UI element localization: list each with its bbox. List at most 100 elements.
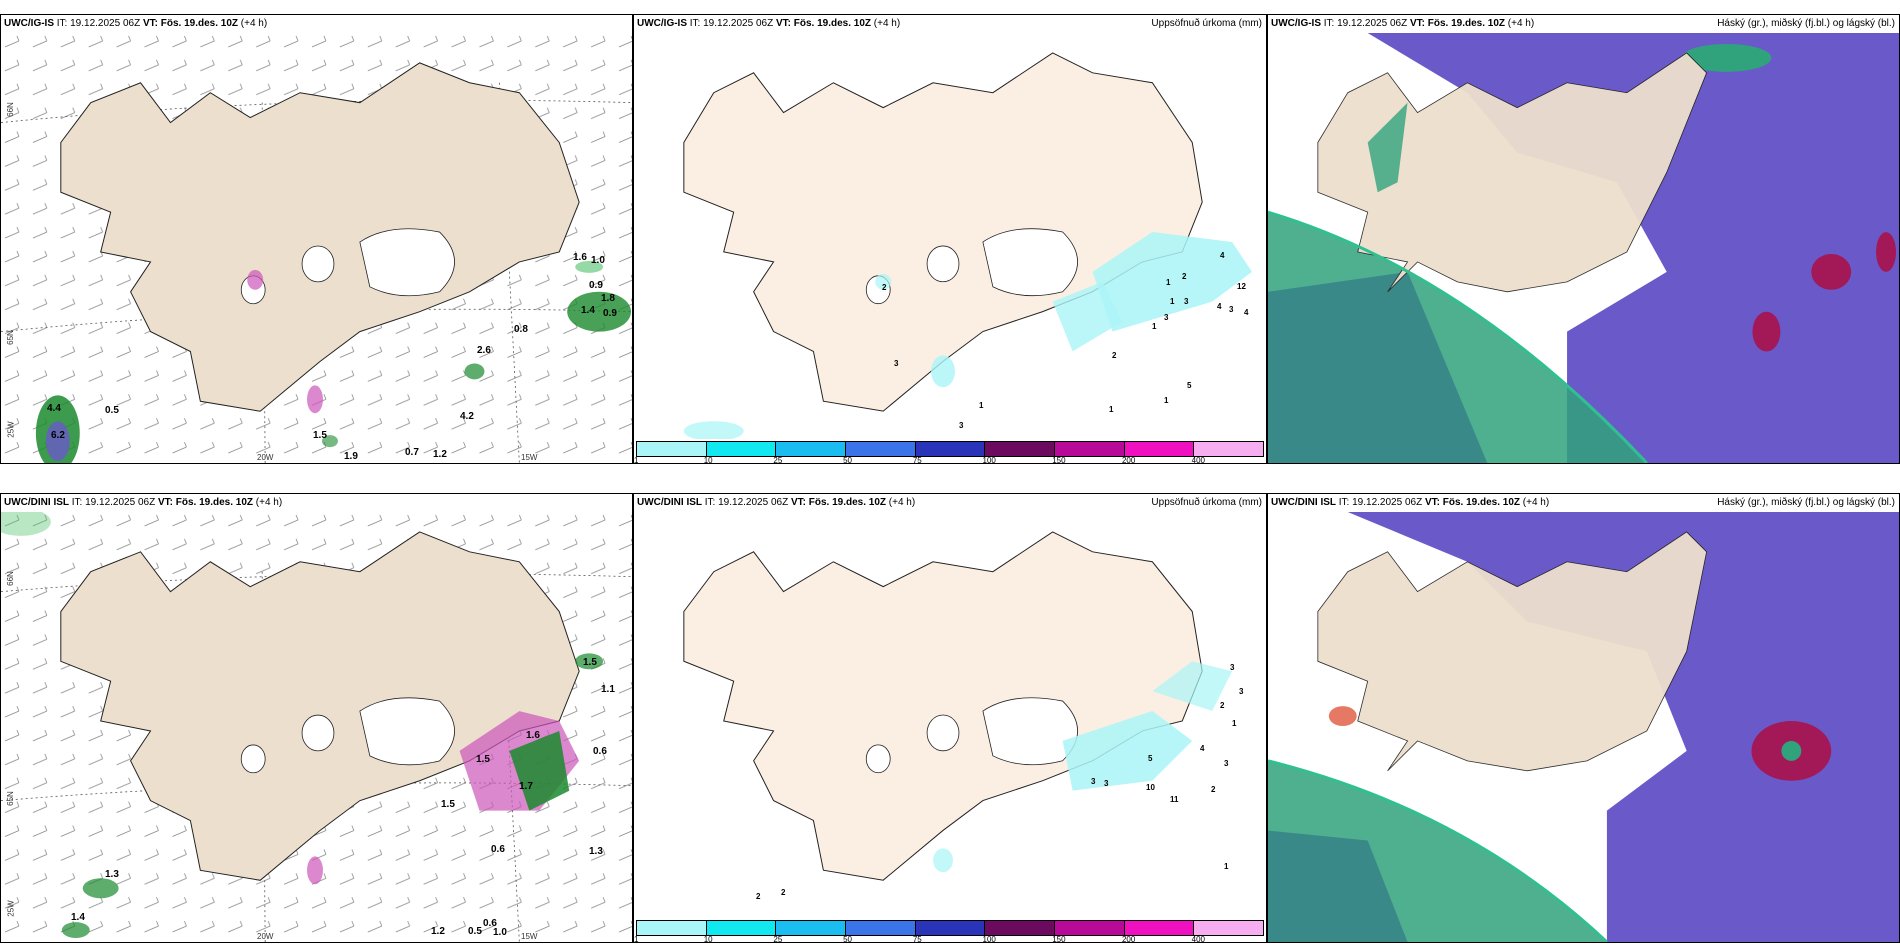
legend-tick: 100 xyxy=(982,456,996,464)
wind-value: 0.6 xyxy=(491,844,505,855)
precip-value: 1 xyxy=(1232,719,1237,728)
legend-cell xyxy=(1194,921,1264,935)
cloud-title: Háský (gr.), miðský (fj.bl.) og lágský (… xyxy=(1717,497,1895,508)
lon-label-20w: 20W xyxy=(257,932,274,941)
precip-value: 4 xyxy=(1217,302,1222,311)
cloud-map xyxy=(1268,512,1899,942)
legend-tick: 150 xyxy=(1052,935,1066,943)
precip-value: 2 xyxy=(781,888,786,897)
wind-map xyxy=(1,33,632,463)
legend-tick: 25 xyxy=(773,935,783,943)
precip-value: 4 xyxy=(1220,251,1225,260)
legend-cell xyxy=(637,921,707,935)
legend-cell xyxy=(776,921,847,935)
legend-tick: 150 xyxy=(1052,456,1066,464)
wind-value: 1.4 xyxy=(581,305,595,316)
wind-value: 1.5 xyxy=(476,754,490,765)
legend-tick: 400 xyxy=(1191,935,1206,943)
precip-value: 4 xyxy=(1200,744,1205,753)
precip-value: 1 xyxy=(1109,405,1114,414)
wind-value: 0.5 xyxy=(468,926,482,937)
precip-value: 1 xyxy=(1164,396,1169,405)
wind-value: 1.4 xyxy=(71,912,85,923)
precip-title: Uppsöfnuð úrkoma (mm) xyxy=(1151,497,1262,508)
legend-cell xyxy=(846,921,916,935)
legend-tick: 400 xyxy=(1191,456,1206,464)
wind-value: 0.6 xyxy=(593,746,607,757)
legend-cell xyxy=(915,921,986,935)
wind-value: 0.5 xyxy=(105,405,119,416)
panel-header: UWC/DINI ISL IT: 19.12.2025 06Z VT: Fös.… xyxy=(637,497,916,508)
lon-label-15w: 15W xyxy=(521,453,538,462)
wind-value: 1.0 xyxy=(493,927,507,938)
panel-precip-row2: UWC/DINI ISL IT: 19.12.2025 06Z VT: Fös.… xyxy=(633,493,1267,943)
wind-value: 1.3 xyxy=(589,846,603,857)
wind-value: 0.9 xyxy=(589,280,603,291)
lat-label-66n: 66N xyxy=(5,102,15,117)
precip-legend: 1 10 25 50 75 100 150 200 400 xyxy=(634,920,1266,942)
iceland-land xyxy=(60,62,580,412)
precip-value: 3 xyxy=(894,359,899,368)
legend-tick: 200 xyxy=(1121,456,1136,464)
precip-value: 2 xyxy=(882,283,887,292)
legend-cell xyxy=(1124,921,1195,935)
legend-cell xyxy=(1124,442,1195,456)
panel-cloud-row2: UWC/DINI ISL IT: 19.12.2025 06Z VT: Fös.… xyxy=(1267,493,1900,943)
precip-value: 1 xyxy=(1166,278,1171,287)
panel-header: UWC/IG-IS IT: 19.12.2025 06Z VT: Fös. 19… xyxy=(4,18,268,29)
legend-tick: 10 xyxy=(703,935,713,943)
precip-map xyxy=(634,33,1266,439)
precip-value: 2 xyxy=(1112,351,1117,360)
legend-cell xyxy=(1194,442,1264,456)
wind-value: 2.6 xyxy=(477,345,491,356)
wind-value: 4.4 xyxy=(47,403,61,414)
legend-tick: 25 xyxy=(773,456,783,464)
precip-value: 5 xyxy=(1187,381,1192,390)
wind-value: 1.5 xyxy=(441,799,455,810)
wind-value: 0.8 xyxy=(514,324,528,335)
lon-label-25w: 25W xyxy=(6,421,16,438)
panel-wind-row2: UWC/DINI ISL IT: 19.12.2025 06Z VT: Fös.… xyxy=(0,493,633,943)
precip-value: 2 xyxy=(1182,272,1187,281)
wind-value: 0.6 xyxy=(483,918,497,929)
legend-tick: 200 xyxy=(1121,935,1136,943)
legend-tick: 1 xyxy=(634,935,639,943)
iceland-land xyxy=(683,531,1203,881)
precip-value: 1 xyxy=(1152,322,1157,331)
legend-tick: 75 xyxy=(912,456,922,464)
precip-value: 5 xyxy=(1148,754,1153,763)
panel-header: UWC/IG-IS IT: 19.12.2025 06Z VT: Fös. 19… xyxy=(1271,18,1535,29)
legend-tick: 10 xyxy=(703,456,713,464)
legend-tick: 50 xyxy=(843,456,853,464)
legend-colorbar xyxy=(636,920,1264,936)
legend-tick: 1 xyxy=(634,456,639,464)
precip-value: 3 xyxy=(1184,297,1189,306)
lat-label-65n: 65N xyxy=(5,330,15,345)
wind-value: 0.9 xyxy=(603,308,617,319)
panel-wind-row1: UWC/IG-IS IT: 19.12.2025 06Z VT: Fös. 19… xyxy=(0,14,633,464)
precip-value: 3 xyxy=(1230,663,1235,672)
precip-value: 11 xyxy=(1170,795,1179,804)
wind-value: 4.2 xyxy=(460,411,474,422)
precip-value: 1 xyxy=(1170,297,1175,306)
wind-value: 1.6 xyxy=(526,730,540,741)
precip-value: 2 xyxy=(1211,785,1216,794)
panel-precip-row1: UWC/IG-IS IT: 19.12.2025 06Z VT: Fös. 19… xyxy=(633,14,1267,464)
wind-value: 1.7 xyxy=(519,781,533,792)
legend-cell xyxy=(706,921,777,935)
wind-value: 1.2 xyxy=(431,926,445,937)
precip-value: 10 xyxy=(1146,783,1155,792)
legend-cell xyxy=(985,442,1056,456)
legend-cell xyxy=(846,442,916,456)
legend-tick: 50 xyxy=(843,935,853,943)
wind-value: 1.0 xyxy=(591,255,605,266)
precip-map xyxy=(634,512,1266,918)
precip-value: 3 xyxy=(959,421,964,430)
legend-cell xyxy=(706,442,777,456)
panel-cloud-row1: UWC/IG-IS IT: 19.12.2025 06Z VT: Fös. 19… xyxy=(1267,14,1900,464)
legend-cell xyxy=(776,442,847,456)
precip-legend: 1 10 25 50 75 100 150 200 400 xyxy=(634,441,1266,463)
lat-label-66n: 66N xyxy=(5,571,15,586)
precip-value: 1 xyxy=(1224,862,1229,871)
legend-tick: 75 xyxy=(912,935,922,943)
